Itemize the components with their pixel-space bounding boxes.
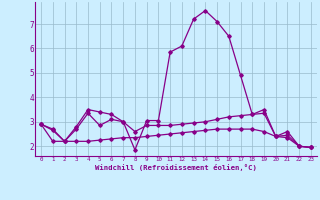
X-axis label: Windchill (Refroidissement éolien,°C): Windchill (Refroidissement éolien,°C) (95, 164, 257, 171)
